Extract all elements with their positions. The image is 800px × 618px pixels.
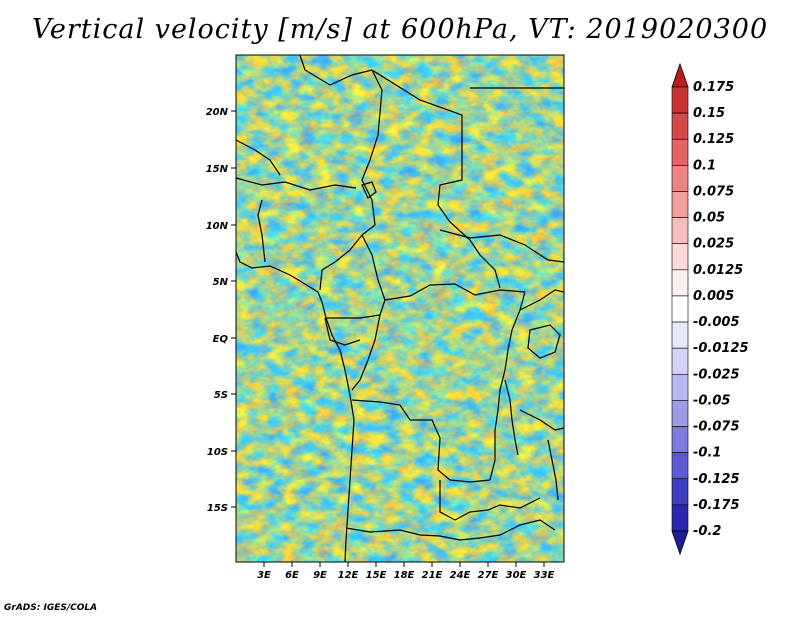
lat-label: 15N (206, 164, 229, 175)
map-frame (235, 54, 565, 563)
border-chad-north (371, 69, 501, 289)
lake-victoria (527, 324, 561, 359)
border-congo-drc (351, 314, 381, 391)
lon-label: 6E (285, 570, 299, 581)
country-borders (236, 55, 564, 562)
colorbar-label: -0.2 (693, 524, 721, 539)
colorbar-segment (671, 295, 689, 323)
lat-ticks (231, 110, 236, 508)
colorbar-segment (671, 504, 689, 532)
lon-label: 18E (394, 570, 415, 581)
lat-label: 20N (206, 107, 229, 118)
lake-tanganyika (504, 379, 519, 456)
colorbar-segment (671, 191, 689, 218)
velocity-field (236, 55, 564, 562)
lon-label: 3E (257, 570, 271, 581)
colorbar-segment (671, 112, 689, 140)
colorbar-label: -0.125 (693, 472, 740, 487)
colorbar-label: 0.125 (693, 132, 734, 147)
lat-label: 5N (213, 277, 229, 288)
colorbar-label: -0.005 (693, 315, 740, 330)
grads-credit: GrADS: IGES/COLA (4, 603, 98, 613)
lat-label: 10N (206, 221, 229, 232)
lake-malawi (547, 439, 559, 501)
lon-label: 33E (534, 570, 555, 581)
colorbar-segment (671, 86, 689, 114)
colorbar-label: 0.175 (693, 80, 734, 95)
lat-labels: 20N 15N 10N 5N EQ 5S 10S 15S (206, 107, 229, 514)
lon-label: 24E (450, 570, 471, 581)
colorbar-label: -0.025 (693, 367, 740, 382)
border-nigeria-cameroon (319, 234, 363, 291)
border-benin (257, 199, 266, 263)
colorbar-segment (671, 269, 689, 297)
lon-label: 21E (422, 570, 443, 581)
colorbar-label: 0.005 (693, 289, 734, 304)
lat-label: 10S (207, 447, 228, 458)
colorbar-label: 0.15 (693, 106, 725, 121)
colorbar-segment (671, 138, 689, 166)
border-uganda-kenya (519, 289, 564, 311)
colorbar-segment (671, 478, 689, 506)
lon-label: 12E (338, 570, 359, 581)
colorbar-segment (671, 373, 689, 401)
border-sudan-ssudan (439, 229, 564, 263)
colorbar-segment (671, 347, 689, 375)
border-libya-niger (299, 55, 373, 86)
lat-label: 15S (207, 503, 228, 514)
lon-labels: 3E 6E 9E 12E 15E 18E 21E 24E 27E 30E 33E (257, 570, 554, 581)
border-drc-east (489, 291, 526, 481)
border-mali-niger (236, 139, 281, 176)
colorbar-segment (671, 452, 689, 480)
plot-title: Vertical velocity [m/s] at 600hPa, VT: 2… (31, 14, 769, 45)
colorbar-label: -0.075 (693, 420, 740, 435)
colorbar-label: -0.0125 (693, 341, 749, 356)
colorbar-segment (671, 400, 689, 427)
lat-label: EQ (213, 334, 229, 345)
colorbar-label: -0.1 (693, 446, 721, 461)
colorbar-label: -0.05 (693, 393, 730, 408)
border-angola-zambia (439, 480, 541, 521)
colorbar-segment (671, 243, 689, 271)
colorbar-bottom-arrow (671, 530, 689, 556)
lon-label: 27E (478, 570, 499, 581)
border-car-drc (384, 283, 526, 301)
border-drc-angola (351, 399, 491, 483)
border-angola-namibia (345, 527, 481, 541)
lon-label: 9E (313, 570, 327, 581)
colorbar-segment (671, 165, 689, 192)
colorbar-top-arrow (671, 62, 689, 88)
border-niger-nigeria (236, 177, 357, 191)
lake-chad (361, 181, 377, 199)
lon-label: 30E (506, 570, 527, 581)
colorbar: 0.175 0.15 0.125 0.1 0.075 0.05 0.025 0.0125 0.0… (671, 62, 749, 556)
colorbar-label: 0.075 (693, 184, 734, 199)
colorbar-label: 0.05 (693, 211, 725, 226)
colorbar-segment (671, 321, 689, 349)
colorbar-label: -0.175 (693, 498, 740, 513)
lon-label: 15E (366, 570, 387, 581)
coastline-west-africa (236, 251, 355, 562)
colorbar-label: 0.0125 (693, 263, 743, 278)
colorbar-label: 0.025 (693, 237, 734, 252)
border-gabon (324, 317, 361, 346)
colorbar-segment (671, 426, 689, 453)
border-tanzania (519, 409, 564, 431)
lon-ticks (263, 562, 545, 567)
colorbar-segment (671, 217, 689, 245)
border-niger-chad (361, 69, 383, 236)
lat-label: 5S (214, 390, 228, 401)
border-zambia-zimbabwe (479, 519, 556, 539)
colorbar-label: 0.1 (693, 158, 716, 173)
